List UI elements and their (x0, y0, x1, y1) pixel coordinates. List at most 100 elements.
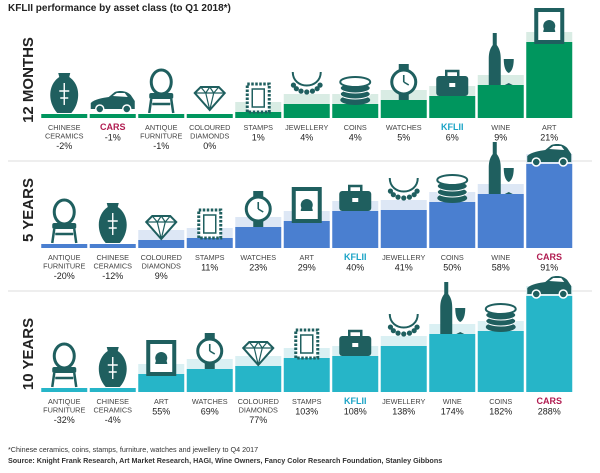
bar (429, 334, 476, 392)
bar-shadow (380, 200, 427, 210)
bar (138, 114, 185, 118)
panel-title-1: 5 YEARS (20, 178, 37, 242)
value-label: 77% (249, 415, 267, 425)
coins-icon (484, 303, 517, 332)
watch-icon (196, 333, 224, 369)
value-label: 108% (344, 407, 367, 417)
category-label: KFLII (441, 122, 464, 132)
car-icon (90, 91, 135, 114)
category-label: CARS (536, 252, 562, 262)
value-label: 4% (349, 133, 362, 143)
category-label: COLOURED DIAMONDS (141, 253, 182, 271)
bar (380, 210, 427, 248)
value-label: -4% (105, 415, 121, 425)
category-label: WINE (491, 253, 510, 262)
category-label: ANTIQUE FURNITURE (140, 123, 182, 141)
category-label: STAMPS (195, 253, 225, 262)
category-label: KFLII (344, 252, 367, 262)
briefcase-icon (436, 69, 469, 96)
bar-group-0-0: CHINESE CERAMICS-2% (41, 73, 88, 151)
bar-group-2-1: CHINESE CERAMICS-4% (89, 347, 136, 425)
category-label: JEWELLERY (382, 253, 425, 262)
bar-group-1-1: CHINESE CERAMICS-12% (89, 203, 136, 281)
value-label: 5% (397, 133, 410, 143)
vase-icon (50, 73, 79, 113)
bar-shadow (283, 94, 330, 104)
value-label: 103% (295, 407, 318, 417)
wine-icon (488, 142, 514, 194)
value-label: 174% (441, 407, 464, 417)
value-label: 91% (540, 263, 558, 273)
chair-icon (51, 198, 78, 244)
value-label: -2% (56, 141, 72, 151)
diamond-icon (241, 340, 275, 367)
bar (186, 114, 233, 118)
value-label: 41% (395, 263, 413, 273)
art-frame-icon (146, 340, 177, 376)
panel-title-0: 12 MONTHS (20, 37, 37, 123)
category-label: KFLII (344, 396, 367, 406)
chair-icon (51, 342, 78, 388)
bar-group-1-0: ANTIQUE FURNITURE-20% (41, 198, 88, 281)
necklace-icon (387, 313, 420, 337)
bar (332, 211, 379, 248)
category-label: COINS (489, 397, 512, 406)
category-label: ANTIQUE FURNITURE (43, 397, 85, 415)
bar (477, 85, 524, 118)
category-label: CHINESE CERAMICS (93, 397, 132, 415)
bar-group-0-2: ANTIQUE FURNITURE-1% (138, 68, 185, 151)
value-label: 21% (540, 133, 558, 143)
bar (283, 104, 330, 118)
value-label: 29% (298, 263, 316, 273)
bar (477, 194, 524, 248)
diamond-icon (144, 214, 178, 241)
category-label: COLOURED DIAMONDS (238, 397, 279, 415)
bar-shadow (380, 336, 427, 346)
value-label: -32% (54, 415, 75, 425)
wine-icon (488, 33, 514, 85)
bar (283, 221, 330, 248)
value-label: 58% (492, 263, 510, 273)
value-label: 4% (300, 133, 313, 143)
category-label: STAMPS (244, 123, 274, 132)
category-label: COLOURED DIAMONDS (189, 123, 230, 141)
vase-icon (98, 347, 127, 387)
chair-icon (148, 68, 175, 114)
category-label: WATCHES (386, 123, 422, 132)
category-label: WATCHES (240, 253, 276, 262)
bar (332, 104, 379, 118)
bar (89, 114, 136, 118)
bar (138, 374, 185, 392)
bar (429, 202, 476, 248)
category-label: WINE (491, 123, 510, 132)
panel-title-2: 10 YEARS (20, 318, 37, 390)
value-label: 50% (443, 263, 461, 273)
category-label: JEWELLERY (382, 397, 425, 406)
value-label: -12% (102, 271, 123, 281)
art-frame-icon (534, 8, 565, 44)
category-label: COINS (441, 253, 464, 262)
category-label: CARS (100, 122, 126, 132)
bar (526, 42, 573, 118)
value-label: 182% (489, 407, 512, 417)
category-label: CHINESE CERAMICS (45, 123, 84, 141)
briefcase-icon (339, 184, 372, 211)
